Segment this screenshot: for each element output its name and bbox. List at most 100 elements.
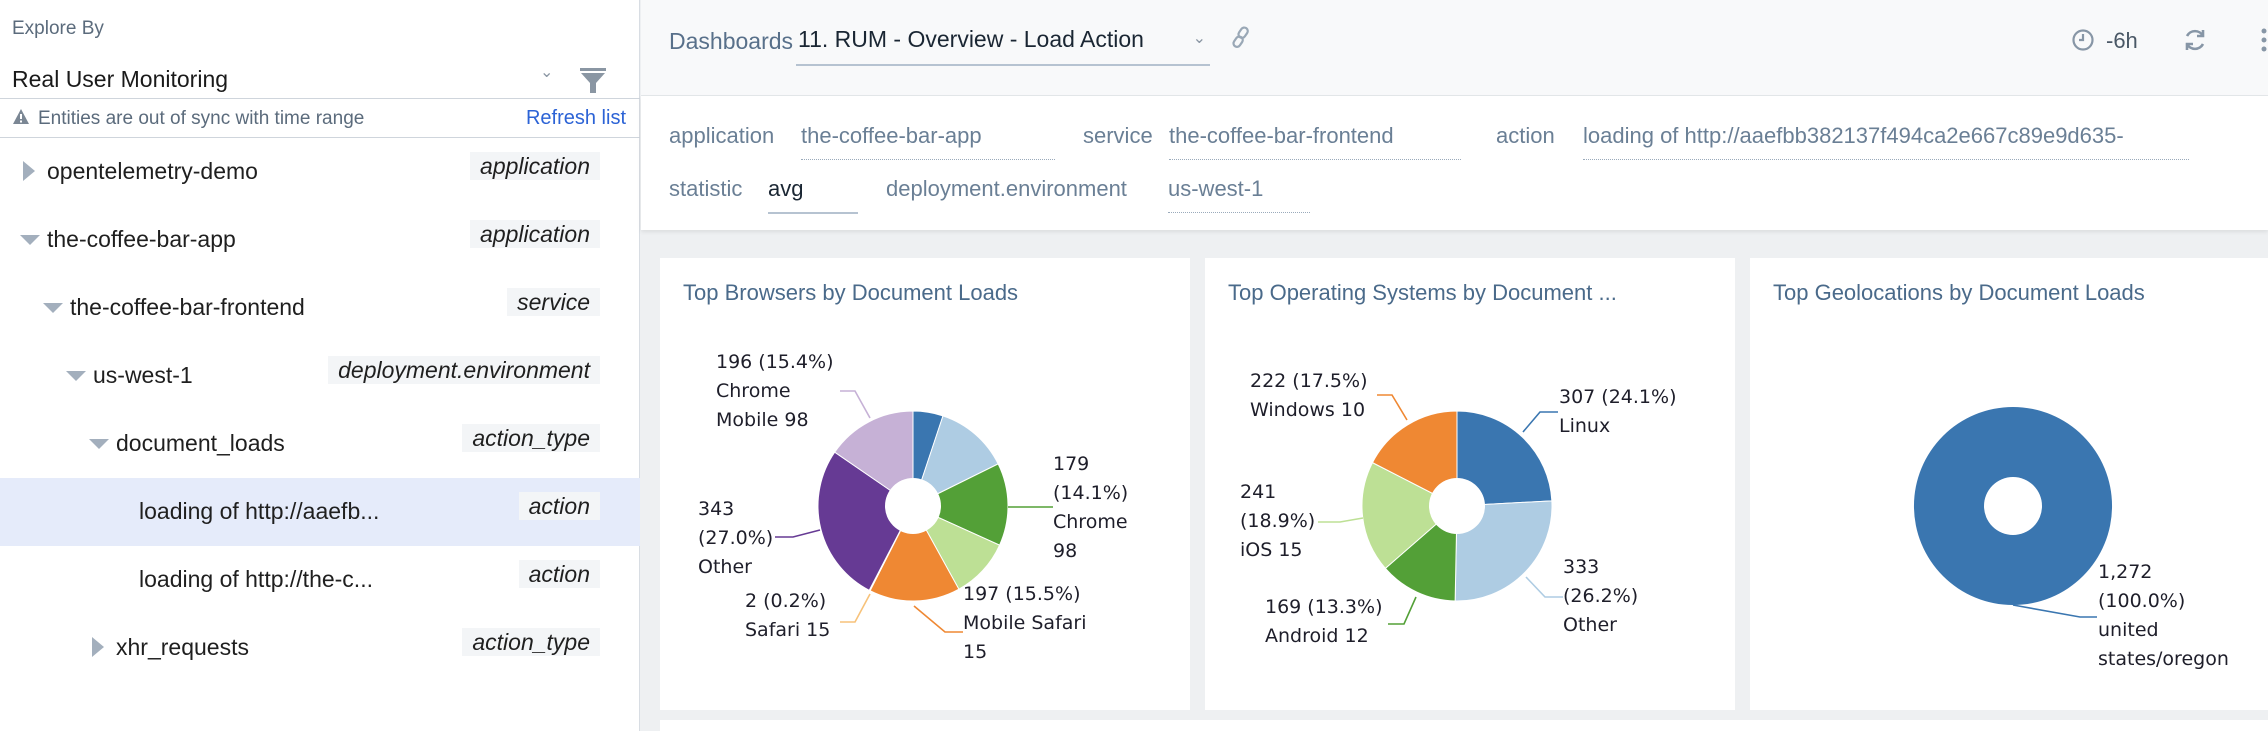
tree-item-label: xhr_requests [116,634,249,660]
os-donut-chart: 307 (24.1%) Linux 333 (26.2%) Other 169 (13.3… [1240,370,1677,647]
slice-data-label: Safari 15 [745,619,830,641]
tree-item-label: document_loads [116,430,285,456]
template-variables: application the-coffee-bar-app service t… [641,96,2268,230]
donut-hole [1984,477,2042,535]
label-leader-line [1525,576,1563,598]
pie-slice[interactable] [912,415,999,507]
pie-slice[interactable] [869,504,960,602]
tree-item[interactable]: the-coffee-bar-app application [0,206,640,274]
pie-slice[interactable] [817,451,914,591]
slice-data-label: united [2098,619,2159,641]
slice-data-label: 15 [963,641,987,663]
entity-type-tag: application [470,220,600,248]
chevron-down-icon[interactable]: ⌄ [540,64,554,81]
pie-slice[interactable] [834,410,914,507]
browsers-donut-chart: 179 (14.1%) Chrome 98 197 (15.5%) Mobile Safa… [698,351,1128,663]
more-options-icon[interactable] [2259,26,2268,59]
label-leader-line [840,390,871,419]
breadcrumb-dashboards[interactable]: Dashboards [669,28,794,54]
tree-item[interactable]: xhr_requests action_type [0,614,640,682]
tree-item[interactable]: loading of http://the-c... action [0,546,640,614]
explore-sidebar: Explore By Real User Monitoring ⌄ Entiti… [0,0,640,731]
explore-by-select[interactable]: Real User Monitoring [12,66,229,92]
tree-item[interactable]: opentelemetry-demo application [0,138,640,206]
slice-data-label: 343 [698,498,734,520]
label-leader-line [1522,411,1558,433]
caret-right-icon[interactable] [92,637,104,657]
entity-type-tag: deployment.environment [328,356,600,384]
caret-down-icon[interactable] [66,371,86,381]
filter-statistic-label: statistic [669,176,743,201]
label-leader-line [913,605,963,633]
entity-type-tag: service [507,288,600,316]
pie-slice[interactable] [1384,504,1458,602]
slice-data-label: Other [1563,614,1617,636]
slice-data-label: 222 (17.5%) [1250,370,1368,392]
pie-slice[interactable] [1456,410,1553,507]
caret-down-icon[interactable] [20,235,40,245]
filter-service-label: service [1083,123,1153,148]
panel-title: Top Browsers by Document Loads [683,280,1019,305]
slice-data-label: 241 [1240,481,1276,503]
link-icon[interactable] [1229,24,1255,55]
slice-data-label: (26.2%) [1563,585,1638,607]
filter-environment-input[interactable]: us-west-1 [1168,176,1310,213]
label-leader-line [1377,394,1408,421]
filter-application-label: application [669,123,775,148]
dashboard-select[interactable]: 11. RUM - Overview - Load Action ⌄ [796,26,1210,66]
tree-item-label: the-coffee-bar-frontend [70,294,305,320]
label-leader-line [1388,596,1417,625]
refresh-list-link[interactable]: Refresh list [525,107,626,129]
panel-title: Top Operating Systems by Document ... [1228,280,1617,305]
slice-data-label: 179 [1053,453,1089,475]
caret-down-icon[interactable] [43,303,63,313]
slice-data-label: Linux [1559,415,1610,437]
chevron-down-icon: ⌄ [1192,30,1206,47]
tree-item-label: loading of http://the-c... [139,566,373,592]
tree-item-label: the-coffee-bar-app [47,226,236,252]
pie-slice[interactable] [911,463,1009,546]
caret-down-icon[interactable] [89,439,109,449]
filter-application-input[interactable]: the-coffee-bar-app [801,123,1055,160]
warning-text: Entities are out of sync with time range [38,108,365,129]
slice-data-label: 98 [1053,540,1077,562]
tree-item[interactable]: loading of http://aaefb... action [0,478,640,546]
panel-title: Top Geolocations by Document Loads [1773,280,2145,305]
slice-data-label: (27.0%) [698,527,773,549]
caret-right-icon[interactable] [23,161,35,181]
filter-environment-label: deployment.environment [886,176,1127,201]
panel-top-geolocations: Top Geolocations by Document Loads 1,272… [1750,258,2268,710]
slice-data-label: Mobile Safari [963,612,1087,634]
refresh-icon[interactable] [2181,26,2209,59]
tree-item-label: us-west-1 [93,362,193,388]
entity-type-tag: action [518,492,600,520]
filter-action-label: action [1496,123,1555,148]
donut-hole [885,478,941,534]
clock-icon[interactable] [2071,28,2095,57]
slice-data-label: 333 [1563,556,1599,578]
tree-item[interactable]: the-coffee-bar-frontend service [0,274,640,342]
next-panel-row [660,720,2268,731]
filter-statistic-select[interactable]: avg [768,176,858,214]
tree-item[interactable]: us-west-1 deployment.environment [0,342,640,410]
warning-icon [12,108,30,131]
donut-hole [1429,478,1485,534]
tree-item-label: loading of http://aaefb... [139,498,380,524]
dashboard-header: Dashboards 11. RUM - Overview - Load Act… [641,0,2268,96]
pie-slice[interactable] [1454,500,1553,602]
slice-data-label: 2 (0.2%) [745,590,826,612]
panel-top-operating-systems: Top Operating Systems by Document ... 30… [1205,258,1735,710]
pie-slice[interactable] [1371,410,1458,507]
filter-service-input[interactable]: the-coffee-bar-frontend [1169,123,1461,160]
filter-icon[interactable] [578,66,608,101]
sync-warning: Entities are out of sync with time range… [0,98,640,138]
explore-by-label: Explore By [12,18,104,39]
slice-data-label: 307 (24.1%) [1559,386,1677,408]
label-leader-line [1318,517,1364,523]
slice-data-label: states/oregon [2098,648,2229,670]
label-leader-line [2012,604,2097,618]
time-range[interactable]: -6h [2106,28,2138,53]
tree-item[interactable]: document_loads action_type [0,410,640,478]
slice-data-label: 197 (15.5%) [963,583,1081,605]
filter-action-input[interactable]: loading of http://aaefbb382137f494ca2e66… [1583,123,2189,160]
